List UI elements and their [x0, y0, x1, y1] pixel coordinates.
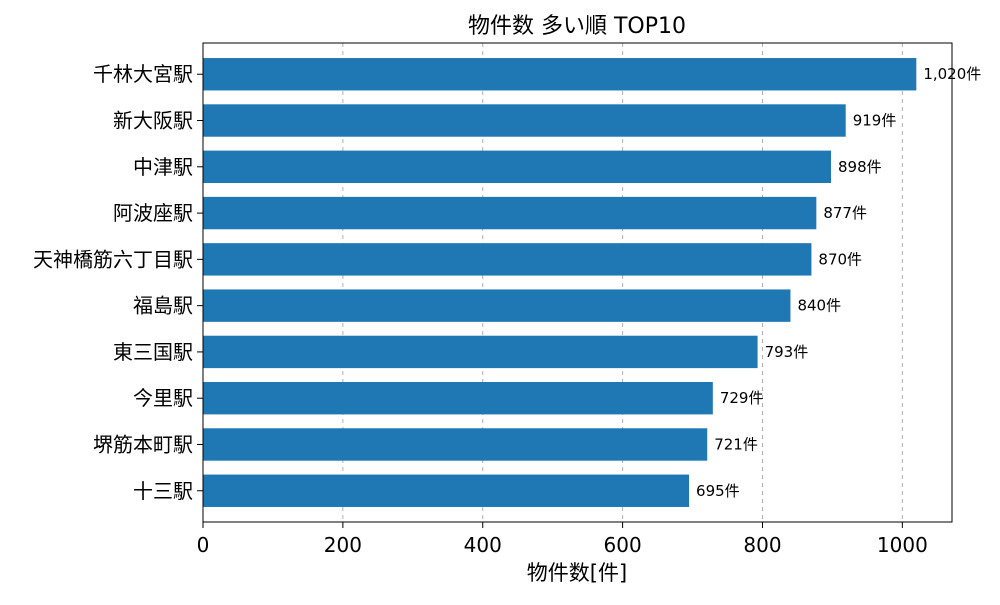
bar: [203, 335, 758, 369]
category-label: 十三駅: [133, 479, 193, 503]
x-tick-label: 200: [324, 533, 362, 557]
category-label: 新大阪駅: [113, 109, 193, 133]
x-tick-label: 1000: [877, 533, 928, 557]
data-label: 840件: [797, 297, 841, 315]
data-label: 729件: [720, 389, 764, 407]
category-label: 阿波座駅: [113, 201, 193, 225]
data-label: 793件: [765, 343, 809, 361]
bar: [203, 382, 713, 415]
x-tick-label: 0: [197, 533, 210, 557]
category-label: 千林大宮駅: [93, 62, 193, 86]
bar: [203, 196, 817, 230]
category-label: 堺筋本町駅: [93, 432, 193, 456]
x-tick-label: 400: [464, 533, 502, 557]
category-label: 中津駅: [133, 155, 193, 179]
chart-title: 物件数 多い順 TOP10: [468, 14, 686, 39]
bar: [203, 474, 690, 507]
bar: [203, 58, 917, 91]
category-labels: 千林大宮駅新大阪駅中津駅阿波座駅天神橋筋六丁目駅福島駅東三国駅今里駅堺筋本町駅十…: [33, 62, 203, 503]
data-label: 898件: [838, 158, 882, 176]
category-label: 東三国駅: [113, 340, 193, 364]
bars-group: [203, 58, 917, 507]
category-label: 今里駅: [133, 386, 193, 410]
data-label: 695件: [696, 482, 740, 500]
bar: [203, 243, 812, 276]
data-label: 870件: [818, 250, 862, 268]
bar: [203, 104, 846, 137]
category-label: 福島駅: [133, 294, 193, 318]
x-tick-label: 800: [743, 533, 781, 557]
x-axis-label: 物件数[件]: [527, 561, 627, 585]
bar: [203, 150, 832, 183]
bar: [203, 428, 708, 461]
data-label: 721件: [714, 435, 758, 453]
bar: [203, 289, 791, 322]
data-label: 877件: [823, 204, 867, 222]
x-axis-ticks: 0 200 400 600 800 1000: [197, 522, 928, 557]
data-label: 919件: [853, 112, 897, 130]
category-label: 天神橋筋六丁目駅: [33, 247, 193, 271]
plot-frame: [202, 42, 953, 523]
x-tick-label: 600: [604, 533, 642, 557]
